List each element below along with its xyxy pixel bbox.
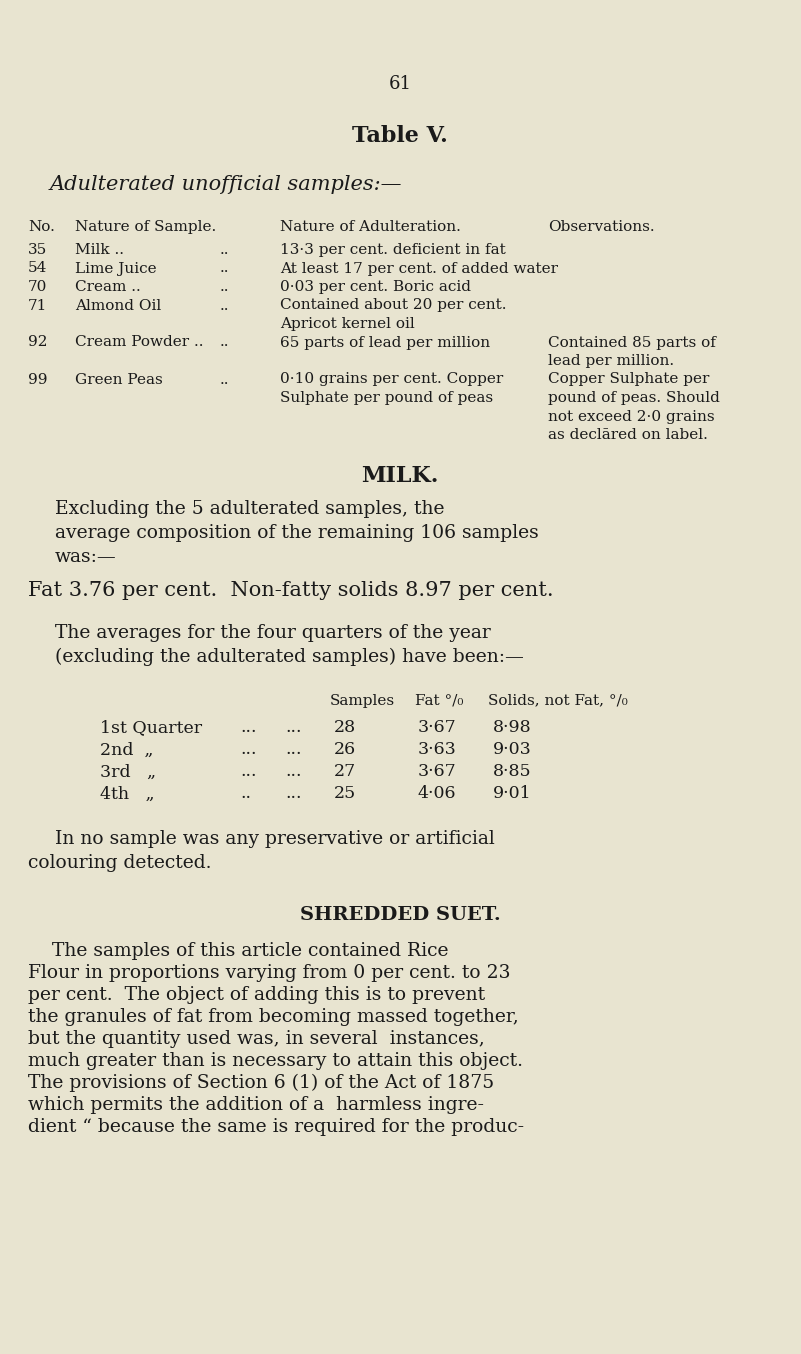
Text: per cent.  The object of adding this is to prevent: per cent. The object of adding this is t… [28, 986, 485, 1003]
Text: Samples: Samples [330, 693, 395, 708]
Text: 3rd   „: 3rd „ [100, 764, 156, 780]
Text: 28: 28 [334, 719, 356, 737]
Text: dient “ because the same is required for the produc-: dient “ because the same is required for… [28, 1117, 524, 1136]
Text: ...: ... [285, 785, 301, 803]
Text: Cream ..: Cream .. [75, 280, 141, 294]
Text: No.: No. [28, 219, 55, 234]
Text: ...: ... [285, 764, 301, 780]
Text: 25: 25 [334, 785, 356, 803]
Text: Contained 85 parts of: Contained 85 parts of [548, 336, 716, 349]
Text: Lime Juice: Lime Juice [75, 261, 157, 275]
Text: (excluding the adulterated samples) have been:—: (excluding the adulterated samples) have… [55, 647, 524, 666]
Text: Apricot kernel oil: Apricot kernel oil [280, 317, 415, 330]
Text: ..: .. [220, 372, 230, 386]
Text: Excluding the 5 adulterated samples, the: Excluding the 5 adulterated samples, the [55, 500, 445, 517]
Text: ..: .. [240, 785, 251, 803]
Text: 3·67: 3·67 [418, 719, 457, 737]
Text: average composition of the remaining 106 samples: average composition of the remaining 106… [55, 524, 539, 542]
Text: 8·85: 8·85 [493, 764, 532, 780]
Text: ...: ... [285, 742, 301, 758]
Text: not exceed 2·0 grains: not exceed 2·0 grains [548, 409, 714, 424]
Text: 70: 70 [28, 280, 47, 294]
Text: but the quantity used was, in several  instances,: but the quantity used was, in several in… [28, 1029, 485, 1048]
Text: ..: .. [220, 261, 230, 275]
Text: colouring detected.: colouring detected. [28, 853, 211, 872]
Text: The samples of this article contained Rice: The samples of this article contained Ri… [28, 941, 449, 960]
Text: Nature of Adulteration.: Nature of Adulteration. [280, 219, 461, 234]
Text: 2nd  „: 2nd „ [100, 742, 154, 758]
Text: 27: 27 [334, 764, 356, 780]
Text: ...: ... [240, 719, 256, 737]
Text: Table V.: Table V. [352, 125, 448, 148]
Text: 1st Quarter: 1st Quarter [100, 719, 202, 737]
Text: Flour in proportions varying from 0 per cent. to 23: Flour in proportions varying from 0 per … [28, 964, 510, 982]
Text: ..: .. [220, 298, 230, 313]
Text: lead per million.: lead per million. [548, 353, 674, 368]
Text: Contained about 20 per cent.: Contained about 20 per cent. [280, 298, 506, 313]
Text: 26: 26 [334, 742, 356, 758]
Text: Fat 3.76 per cent.  Non-fatty solids 8.97 per cent.: Fat 3.76 per cent. Non-fatty solids 8.97… [28, 581, 553, 601]
Text: Nature of Sample.: Nature of Sample. [75, 219, 216, 234]
Text: Solids, not Fat, °/₀: Solids, not Fat, °/₀ [488, 693, 628, 708]
Text: 3·63: 3·63 [418, 742, 457, 758]
Text: In no sample was any preservative or artificial: In no sample was any preservative or art… [55, 830, 495, 848]
Text: as declāred on label.: as declāred on label. [548, 428, 708, 441]
Text: Fat °/₀: Fat °/₀ [415, 693, 463, 708]
Text: 99: 99 [28, 372, 47, 386]
Text: The provisions of Section 6 (1) of the Act of 1875: The provisions of Section 6 (1) of the A… [28, 1074, 494, 1091]
Text: Observations.: Observations. [548, 219, 654, 234]
Text: 54: 54 [28, 261, 47, 275]
Text: SHREDDED SUET.: SHREDDED SUET. [300, 906, 501, 923]
Text: 4·06: 4·06 [418, 785, 457, 803]
Text: ...: ... [285, 719, 301, 737]
Text: 65 parts of lead per million: 65 parts of lead per million [280, 336, 490, 349]
Text: Almond Oil: Almond Oil [75, 298, 161, 313]
Text: was:—: was:— [55, 547, 117, 566]
Text: 61: 61 [388, 74, 412, 93]
Text: 9·01: 9·01 [493, 785, 532, 803]
Text: 3·67: 3·67 [418, 764, 457, 780]
Text: 92: 92 [28, 336, 47, 349]
Text: Sulphate per pound of peas: Sulphate per pound of peas [280, 391, 493, 405]
Text: 8·98: 8·98 [493, 719, 532, 737]
Text: pound of peas. Should: pound of peas. Should [548, 391, 720, 405]
Text: 71: 71 [28, 298, 47, 313]
Text: 0·03 per cent. Boric acid: 0·03 per cent. Boric acid [280, 280, 471, 294]
Text: At least 17 per cent. of added water: At least 17 per cent. of added water [280, 261, 558, 275]
Text: 9·03: 9·03 [493, 742, 532, 758]
Text: 35: 35 [28, 242, 47, 257]
Text: Green Peas: Green Peas [75, 372, 163, 386]
Text: 4th   „: 4th „ [100, 785, 155, 803]
Text: 13·3 per cent. deficient in fat: 13·3 per cent. deficient in fat [280, 242, 505, 257]
Text: the granules of fat from becoming massed together,: the granules of fat from becoming massed… [28, 1007, 519, 1025]
Text: ...: ... [240, 742, 256, 758]
Text: much greater than is necessary to attain this object.: much greater than is necessary to attain… [28, 1052, 523, 1070]
Text: Adulterated unofficial samples:—: Adulterated unofficial samples:— [50, 175, 402, 194]
Text: Copper Sulphate per: Copper Sulphate per [548, 372, 710, 386]
Text: Milk ..: Milk .. [75, 242, 124, 257]
Text: which permits the addition of a  harmless ingre-: which permits the addition of a harmless… [28, 1095, 484, 1113]
Text: ..: .. [220, 242, 230, 257]
Text: ..: .. [220, 336, 230, 349]
Text: 0·10 grains per cent. Copper: 0·10 grains per cent. Copper [280, 372, 503, 386]
Text: The averages for the four quarters of the year: The averages for the four quarters of th… [55, 623, 491, 642]
Text: ...: ... [240, 764, 256, 780]
Text: MILK.: MILK. [361, 464, 439, 486]
Text: ..: .. [220, 280, 230, 294]
Text: Cream Powder ..: Cream Powder .. [75, 336, 203, 349]
